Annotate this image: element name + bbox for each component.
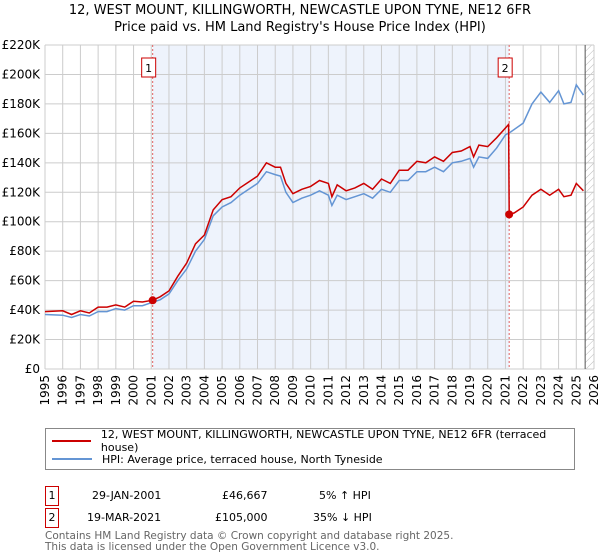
- x-tick-label: 2004: [197, 375, 211, 406]
- legend-swatch-price: [52, 440, 91, 442]
- ownership-shading: [152, 45, 510, 369]
- x-tick-label: 2026: [587, 375, 600, 406]
- x-tick-label: 1999: [109, 375, 123, 406]
- x-tick-label: 1998: [91, 375, 105, 406]
- y-tick-label: £140K: [2, 156, 42, 170]
- sale-badge: 2: [45, 508, 59, 528]
- sale-label-box: [497, 57, 513, 78]
- x-tick-label: 2017: [428, 375, 442, 406]
- x-tick-label: 2024: [552, 375, 566, 406]
- legend: 12, WEST MOUNT, KILLINGWORTH, NEWCASTLE …: [45, 428, 575, 470]
- sale-row: 1 29-JAN-2001 £46,667 5% ↑ HPI: [45, 486, 445, 506]
- footer: Contains HM Land Registry data © Crown c…: [45, 531, 453, 553]
- x-tick-label: 2003: [180, 375, 194, 406]
- legend-item-hpi: HPI: Average price, terraced house, Nort…: [52, 451, 383, 467]
- y-tick-label: £100K: [2, 215, 42, 229]
- sale-hpi-diff: 35% ↓ HPI: [313, 511, 372, 524]
- sale-label-box: [141, 57, 157, 78]
- y-tick-label: £40K: [9, 303, 41, 317]
- x-tick-label: 2022: [516, 375, 530, 406]
- sale-badge: 1: [45, 486, 59, 506]
- legend-label-price: 12, WEST MOUNT, KILLINGWORTH, NEWCASTLE …: [100, 428, 547, 454]
- legend-label-hpi: HPI: Average price, terraced house, Nort…: [102, 452, 383, 466]
- x-tick-label: 2013: [357, 375, 371, 406]
- y-tick-label: £20K: [9, 333, 41, 347]
- hpi-series-line: [44, 83, 585, 319]
- sale-row: 2 19-MAR-2021 £105,000 35% ↓ HPI: [45, 508, 445, 528]
- footer-licence: This data is licensed under the Open Gov…: [45, 541, 380, 553]
- x-tick-label: 2010: [304, 375, 318, 406]
- x-tick-label: 2002: [162, 375, 176, 406]
- legend-item-price: 12, WEST MOUNT, KILLINGWORTH, NEWCASTLE …: [52, 428, 574, 454]
- x-tick-label: 2021: [498, 375, 512, 406]
- x-tick-label: 2012: [339, 375, 353, 406]
- x-tick-label: 2007: [251, 375, 265, 406]
- x-tick-label: 2023: [534, 375, 548, 406]
- y-tick-label: £80K: [9, 244, 41, 258]
- x-tick-label: 1996: [56, 375, 70, 406]
- chart-subtitle: Price paid vs. HM Land Registry's House …: [114, 20, 486, 35]
- sale-hpi-diff: 5% ↑ HPI: [319, 489, 371, 502]
- x-tick-label: 2009: [286, 375, 300, 406]
- sale-label: 2: [502, 62, 509, 75]
- y-tick-label: £160K: [2, 126, 42, 140]
- x-tick-label: 2008: [268, 375, 282, 406]
- footer-copyright: Contains HM Land Registry data © Crown c…: [45, 530, 454, 542]
- x-tick-label: 2006: [233, 375, 247, 406]
- sale-point: [148, 296, 157, 305]
- sale-point: [505, 210, 514, 219]
- x-tick-label: 2015: [392, 375, 406, 406]
- sale-date: 29-JAN-2001: [92, 489, 162, 502]
- x-tick-label: 1997: [73, 375, 87, 406]
- y-tick-label: £60K: [9, 274, 41, 288]
- x-tick-label: 2016: [410, 375, 424, 406]
- x-tick-label: 2011: [321, 375, 335, 406]
- y-tick-label: £180K: [2, 97, 42, 111]
- x-tick-label: 2025: [569, 375, 583, 406]
- sale-label: 1: [145, 62, 152, 75]
- x-tick-label: 2020: [481, 375, 495, 406]
- x-tick-label: 1995: [38, 375, 52, 406]
- sale-date: 19-MAR-2021: [87, 511, 162, 524]
- x-tick-label: 2005: [215, 375, 229, 406]
- y-tick-label: £220K: [2, 38, 42, 52]
- x-tick-label: 2019: [463, 375, 477, 406]
- x-tick-label: 2018: [445, 375, 459, 406]
- y-tick-label: £200K: [2, 67, 42, 81]
- y-tick-label: £0: [25, 362, 40, 376]
- y-tick-label: £120K: [2, 185, 42, 199]
- forecast-hatch: [585, 45, 594, 369]
- legend-swatch-hpi: [52, 458, 92, 460]
- sale-price: £46,667: [222, 489, 268, 502]
- x-tick-label: 2001: [144, 375, 158, 406]
- x-tick-label: 2000: [127, 375, 141, 406]
- x-tick-label: 2014: [374, 375, 388, 406]
- chart-title: 12, WEST MOUNT, KILLINGWORTH, NEWCASTLE …: [68, 3, 532, 18]
- price-chart: 1995 1996 1997 1998 1999 2000 2001 2002 2003 2004…: [2, 38, 600, 406]
- sale-price: £105,000: [215, 511, 268, 524]
